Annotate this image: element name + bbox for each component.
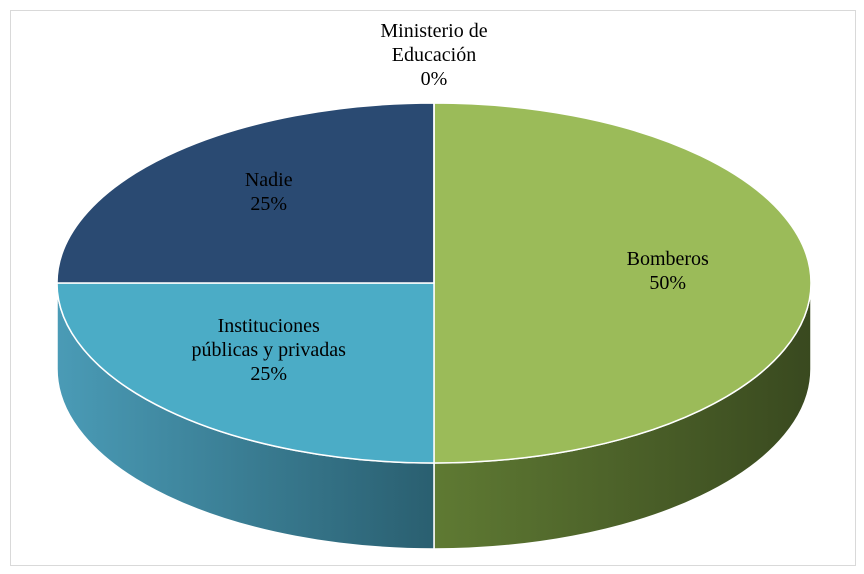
slice-value-label: 25% [250,193,288,216]
slice-value-label: 0% [420,68,448,90]
slice-value-label: 25% [250,362,288,385]
chart-border [10,10,856,566]
slice-label: Bomberos [626,248,709,270]
pie-slice [56,282,435,464]
pie-slice [56,102,435,284]
slice-label: Instituciones públicas y privadas [191,314,346,361]
slice-label: Ministerio de Educación [380,20,488,66]
slice-value-label: 50% [649,272,687,294]
pie-slice [433,102,812,464]
slice-label: Nadie [244,169,293,192]
